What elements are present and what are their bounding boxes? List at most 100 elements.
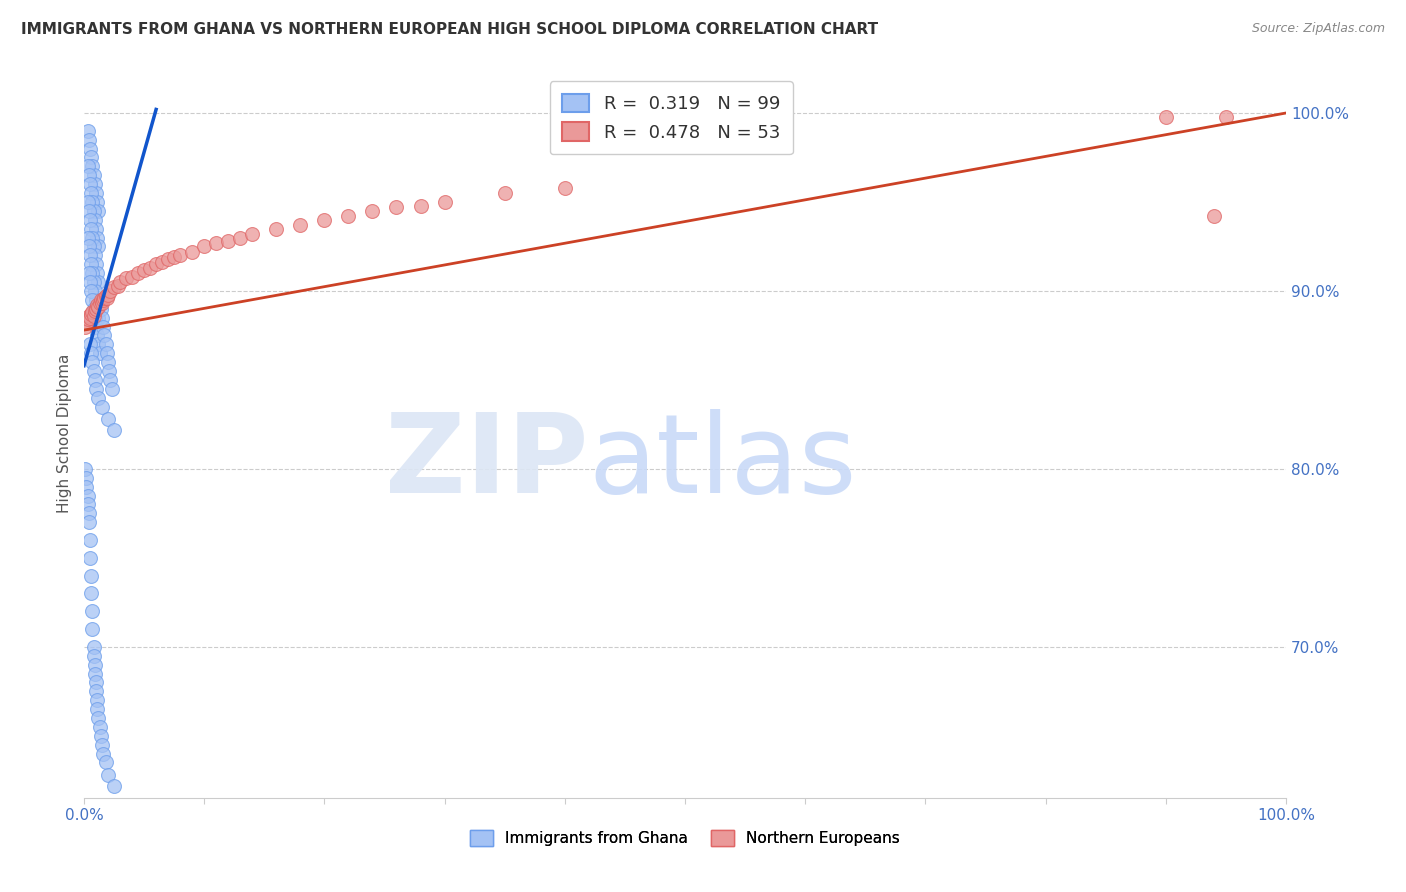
Point [91,296,114,310]
Point [1202,209,1225,223]
Point [77,266,100,280]
Point [80,257,103,271]
Point [79,248,101,262]
Point [83,309,105,323]
Point [79,533,101,547]
Point [89,720,111,734]
Text: IMMIGRANTS FROM GHANA VS NORTHERN EUROPEAN HIGH SCHOOL DIPLOMA CORRELATION CHART: IMMIGRANTS FROM GHANA VS NORTHERN EUROPE… [21,22,879,37]
Point [90,293,112,307]
Legend: Immigrants from Ghana, Northern Europeans: Immigrants from Ghana, Northern European… [464,824,905,853]
Point [83,373,105,387]
Point [97,412,120,426]
Point [87,337,110,351]
Point [79,550,101,565]
Point [93,328,115,343]
Point [290,218,312,232]
Point [150,255,173,269]
Point [76,124,98,138]
Point [87,203,110,218]
Point [91,319,114,334]
Point [91,293,114,307]
Point [82,266,104,280]
Point [83,364,105,378]
Point [97,768,120,782]
Point [163,250,186,264]
Point [314,212,336,227]
Point [132,262,155,277]
Point [83,177,105,191]
Point [84,319,107,334]
Point [86,266,108,280]
Point [157,252,180,266]
Point [84,684,107,698]
Point [86,298,108,312]
Point [96,346,118,360]
Point [77,309,100,323]
Point [82,604,104,618]
Point [77,203,100,218]
Point [79,275,101,289]
Point [96,291,118,305]
Point [361,203,384,218]
Point [103,280,125,294]
Point [84,675,107,690]
Point [103,423,125,437]
Point [83,212,105,227]
Point [87,391,110,405]
Point [80,568,103,582]
Point [83,203,105,218]
Text: ZIP: ZIP [385,409,589,516]
Point [139,260,162,275]
Point [76,230,98,244]
Point [100,382,122,396]
Point [87,239,110,253]
Point [86,693,108,707]
Point [108,275,131,289]
Point [90,301,112,316]
Point [266,221,288,235]
Point [82,293,104,307]
Point [75,319,97,334]
Point [76,194,98,209]
Point [76,498,98,512]
Point [87,711,110,725]
Point [77,507,100,521]
Point [181,244,204,259]
Point [83,310,105,325]
Point [86,328,108,343]
Point [94,337,117,351]
Y-axis label: High School Diploma: High School Diploma [58,353,72,513]
Point [84,293,107,307]
Point [90,729,112,743]
Point [86,230,108,244]
Point [83,275,105,289]
Point [229,230,252,244]
Point [127,266,149,280]
Point [75,316,97,330]
Point [83,640,105,654]
Point [91,747,114,761]
Point [82,230,104,244]
Point [240,227,263,241]
Point [79,142,101,156]
Point [82,160,104,174]
Point [79,337,101,351]
Point [1154,110,1177,124]
Point [86,194,108,209]
Text: atlas: atlas [589,409,858,516]
Point [80,186,103,200]
Point [83,301,105,316]
Point [80,151,103,165]
Point [76,160,98,174]
Point [337,209,360,223]
Point [75,480,97,494]
Point [77,133,100,147]
Point [83,303,105,318]
Point [97,287,120,301]
Point [77,515,100,529]
Point [107,278,129,293]
Point [89,296,111,310]
Point [75,471,97,485]
Point [83,284,105,298]
Point [75,462,97,476]
